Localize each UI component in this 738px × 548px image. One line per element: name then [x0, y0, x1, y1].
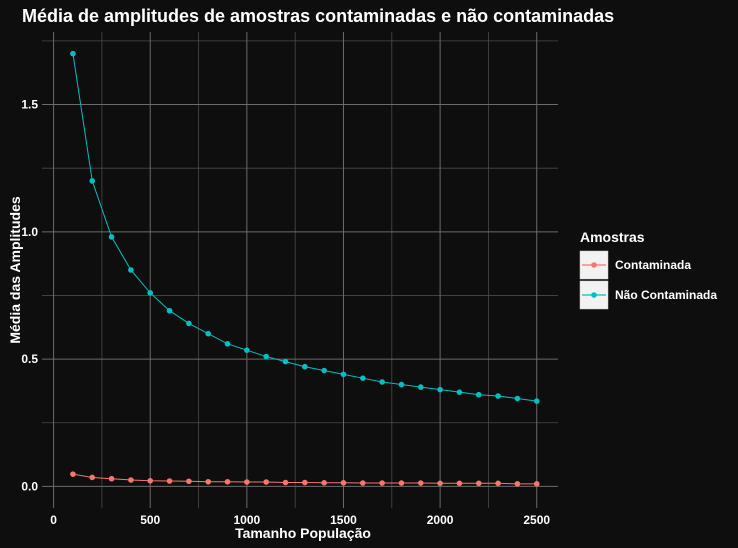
data-point: [398, 381, 405, 388]
data-point: [302, 479, 308, 486]
data-point: [437, 480, 443, 487]
data-point: [475, 480, 482, 487]
x-tick-label: 2500: [523, 513, 550, 527]
data-point: [244, 479, 250, 485]
data-point: [360, 375, 366, 381]
data-point: [340, 371, 347, 378]
data-point: [186, 320, 192, 327]
data-point: [224, 341, 231, 347]
data-point: [379, 480, 385, 486]
legend-item: Não Contaminada: [579, 280, 717, 310]
data-point: [70, 471, 76, 477]
x-tick-label: 2000: [427, 513, 454, 527]
x-axis-ticks: 0 500 1000 1500 2000 2500: [50, 513, 550, 527]
data-point: [379, 379, 385, 385]
legend-key-point: [591, 262, 597, 268]
y-tick-label: 0.5: [21, 352, 38, 366]
legend-items: Contaminada Não Contaminada: [579, 250, 717, 310]
data-point: [186, 478, 192, 485]
data-point: [417, 480, 424, 486]
series-layer: [70, 50, 540, 487]
data-point: [282, 358, 289, 365]
x-tick-label: 1500: [330, 513, 357, 527]
data-point: [128, 477, 134, 483]
data-point: [89, 474, 96, 481]
data-point: [263, 353, 269, 360]
data-point: [108, 234, 115, 240]
data-point: [321, 367, 327, 374]
data-point: [147, 290, 154, 296]
data-point: [244, 347, 250, 353]
data-point: [205, 330, 212, 337]
data-point: [340, 480, 347, 486]
chart-title: Média de amplitudes de amostras contamin…: [22, 6, 614, 26]
legend-label: Não Contaminada: [615, 288, 717, 302]
data-point: [514, 395, 521, 402]
data-point: [360, 480, 366, 486]
x-tick-label: 0: [50, 513, 57, 527]
data-point: [166, 307, 173, 314]
data-point: [398, 480, 405, 486]
y-axis-ticks: 0.0 0.5 1.0 1.5: [21, 98, 38, 494]
data-point: [70, 50, 76, 57]
data-point: [495, 393, 501, 399]
data-point: [495, 480, 501, 487]
legend: Amostras Contaminada Não Contaminada: [579, 229, 717, 310]
data-point: [437, 386, 443, 393]
data-point: [224, 478, 231, 485]
legend-key-point: [591, 292, 597, 298]
series-contaminada: [70, 471, 540, 487]
series-nao-contaminada: [70, 50, 540, 404]
data-point: [475, 391, 482, 398]
data-point: [282, 479, 289, 486]
data-point: [533, 398, 540, 404]
data-point: [263, 479, 269, 485]
data-point: [147, 477, 154, 484]
y-axis-title: Média das Amplitudes: [7, 196, 23, 344]
x-tick-label: 500: [140, 513, 160, 527]
data-point: [514, 481, 521, 487]
legend-title: Amostras: [580, 229, 645, 245]
data-point: [128, 267, 134, 273]
y-tick-label: 1.5: [21, 98, 38, 112]
legend-item: Contaminada: [579, 250, 691, 280]
grid: [42, 32, 558, 508]
legend-label: Contaminada: [615, 258, 691, 272]
data-point: [205, 478, 212, 485]
data-point: [533, 481, 540, 487]
data-point: [166, 478, 173, 484]
data-point: [321, 480, 327, 486]
x-tick-label: 1000: [234, 513, 261, 527]
data-point: [89, 178, 96, 184]
y-tick-label: 0.0: [21, 479, 38, 493]
y-tick-label: 1.0: [21, 225, 38, 239]
x-axis-title: Tamanho População: [235, 525, 371, 541]
data-point: [417, 384, 424, 390]
data-point: [456, 480, 463, 487]
data-point: [302, 363, 308, 370]
data-point: [456, 389, 463, 395]
data-point: [108, 475, 115, 482]
